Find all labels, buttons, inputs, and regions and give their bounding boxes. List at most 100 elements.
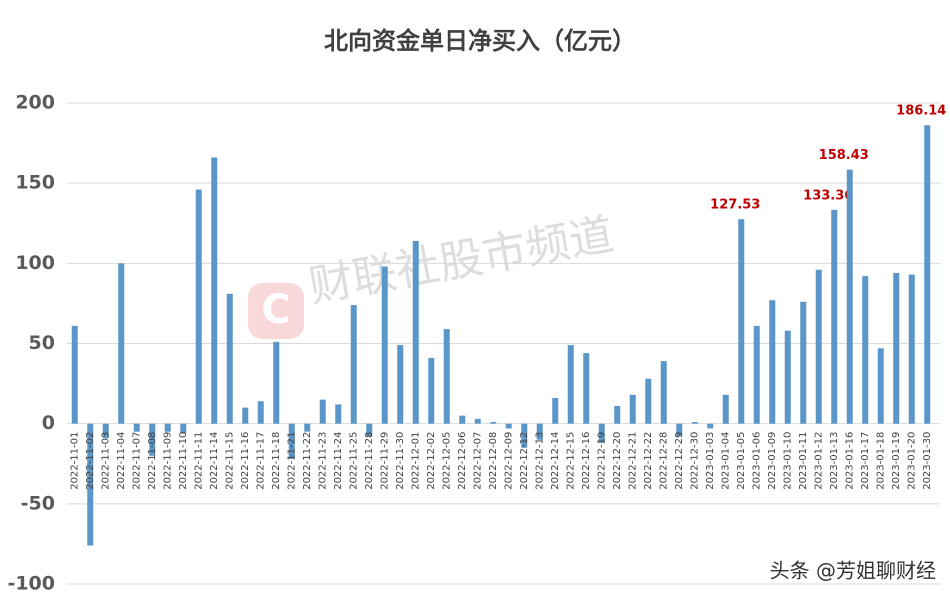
chart-title: 北向资金单日净买入（亿元） [324, 27, 636, 55]
footer: 头条 @芳姐聊财经 [770, 559, 936, 583]
bar [800, 301, 807, 424]
bar [815, 269, 822, 424]
bar [397, 345, 404, 424]
bar [242, 407, 249, 424]
x-tick-label: 2022-11-11 [194, 432, 205, 490]
x-tick-label: 2022-11-25 [349, 432, 360, 490]
x-tick-label: 2022-11-03 [101, 432, 112, 490]
x-tick-label: 2022-12-19 [597, 432, 608, 490]
bar [722, 394, 729, 424]
x-tick-label: 2022-11-08 [147, 432, 158, 490]
x-tick-label: 2022-11-16 [240, 432, 251, 490]
bar [273, 341, 280, 424]
bar [443, 329, 450, 424]
bar [257, 401, 264, 424]
bar [71, 325, 78, 424]
x-tick-label: 2022-12-08 [488, 432, 499, 490]
bar [536, 423, 543, 440]
bar [412, 240, 419, 424]
x-tick-label: 2023-01-13 [829, 432, 840, 490]
x-tick-label: 2022-12-02 [426, 432, 437, 490]
x-tick-label: 2023-01-16 [845, 432, 856, 490]
y-tick-label: -50 [21, 492, 55, 514]
bar [676, 423, 683, 437]
bar [645, 378, 652, 424]
x-tick-label: 2022-11-09 [163, 432, 174, 490]
y-tick-label: 100 [15, 252, 55, 274]
x-tick-label: 2022-12-20 [612, 432, 623, 490]
bar [846, 169, 853, 424]
x-tick-label: 2022-12-29 [674, 432, 685, 490]
bar [149, 423, 156, 456]
bar [211, 157, 218, 424]
x-tick-label: 2023-01-20 [907, 432, 918, 490]
bar [180, 423, 187, 434]
bar [567, 345, 574, 424]
x-tick-label: 2022-12-15 [566, 432, 577, 490]
x-tick-label: 2022-11-17 [256, 432, 267, 490]
x-tick-label: 2023-01-30 [922, 432, 933, 490]
bar [381, 266, 388, 424]
x-tick-label: 2022-12-09 [504, 432, 515, 490]
x-tick-label: 2022-12-21 [628, 432, 639, 490]
x-tick-label: 2022-12-12 [519, 432, 530, 490]
x-tick-label: 2023-01-09 [767, 432, 778, 490]
x-tick-label: 2022-11-01 [70, 432, 81, 490]
x-tick-label: 2022-11-02 [85, 432, 96, 490]
bar [521, 423, 528, 448]
x-tick-label: 2022-11-07 [132, 432, 143, 490]
x-tick-label: 2022-11-04 [116, 432, 127, 490]
x-tick-label: 2022-12-28 [659, 432, 670, 490]
bar [428, 357, 435, 424]
bar [707, 423, 714, 429]
bar [691, 422, 698, 424]
x-tick-label: 2022-12-07 [473, 432, 484, 490]
bar [102, 423, 109, 439]
x-tick-label: 2022-11-28 [364, 432, 375, 490]
bar [304, 423, 311, 432]
x-tick-label: 2022-11-22 [302, 432, 313, 490]
value-label: 127.53 [710, 198, 760, 213]
bar [226, 293, 233, 424]
x-tick-label: 2022-11-30 [395, 432, 406, 490]
bar [505, 423, 512, 429]
watermark-logo: C [248, 283, 304, 339]
x-tick-label: 2022-11-29 [380, 432, 391, 490]
bar [459, 415, 466, 424]
x-tick-label: 2023-01-03 [705, 432, 716, 490]
x-tick-label: 2023-01-04 [721, 432, 732, 490]
value-label: 158.43 [819, 148, 869, 163]
x-tick-label: 2022-12-06 [457, 432, 468, 490]
x-tick-label: 2023-01-11 [798, 432, 809, 490]
x-tick-label: 2022-12-01 [411, 432, 422, 490]
x-tick-label: 2022-11-10 [178, 432, 189, 490]
bar [319, 399, 326, 424]
x-tick-label: 2022-11-18 [271, 432, 282, 490]
x-tick-label: 2023-01-17 [860, 432, 871, 490]
x-tick-label: 2022-12-05 [442, 432, 453, 490]
y-tick-label: 0 [42, 412, 55, 434]
bar [769, 300, 776, 424]
bar [118, 263, 125, 424]
bar [908, 274, 915, 424]
bar [195, 189, 202, 424]
bar [738, 219, 745, 424]
y-tick-label: 50 [29, 332, 55, 354]
bar [629, 394, 636, 424]
bar [87, 423, 94, 546]
bar [552, 398, 559, 424]
bar [335, 404, 342, 424]
x-tick-label: 2022-11-23 [318, 432, 329, 490]
bar [614, 406, 621, 424]
y-tick-label: 200 [15, 92, 55, 114]
x-tick-label: 2023-01-12 [814, 432, 825, 490]
bar [862, 276, 869, 424]
bar [831, 209, 838, 424]
value-label: 133.36 [803, 188, 853, 203]
bar [133, 423, 140, 432]
value-label: 186.14 [896, 104, 946, 119]
bar [490, 422, 497, 424]
svg-text:C: C [261, 287, 290, 333]
x-tick-label: 2022-11-14 [209, 432, 220, 490]
